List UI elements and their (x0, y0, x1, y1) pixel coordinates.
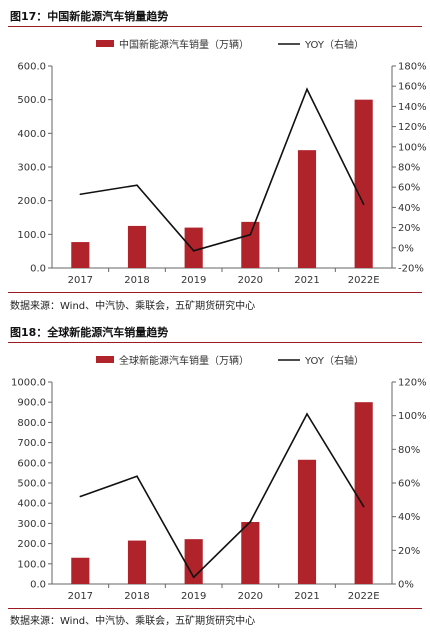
figure-china-nev-sales: 图17：中国新能源汽车销量趋势 中国新能源汽车销量（万辆） YOY（右轴） 0.0 1… (0, 0, 430, 316)
left-tick-label: 200.0 (17, 196, 46, 207)
right-tick-label: 140% (398, 102, 427, 113)
x-tick-label: 2021 (294, 275, 319, 286)
left-tick-label: 100.0 (17, 559, 46, 570)
source-note: 数据来源：Wind、中汽协、乘联会，五矿期货研究中心 (10, 616, 256, 627)
left-tick-label: 600.0 (17, 62, 46, 73)
left-tick-label: 0.0 (30, 264, 46, 275)
x-tick-label: 2022E (348, 591, 380, 602)
yoy-point (79, 193, 82, 196)
yoy-point (192, 250, 195, 252)
yoy-point (249, 520, 252, 523)
bottom-rule (8, 292, 422, 293)
bar (241, 221, 260, 268)
bar (297, 150, 317, 268)
right-tick-label: 60% (398, 479, 420, 490)
yoy-point (79, 495, 82, 498)
figure-title: 图17：中国新能源汽车销量趋势 (10, 10, 169, 23)
yoy-point (136, 184, 138, 186)
right-tick-label: 120% (398, 378, 427, 389)
figure-title: 图18：全球新能源汽车销量趋势 (10, 326, 169, 339)
bottom-rule (8, 608, 422, 609)
right-tick-label: 120% (398, 122, 427, 133)
x-tick-label: 2020 (238, 275, 263, 286)
right-tick-label: 160% (398, 82, 427, 93)
bar (71, 557, 90, 584)
right-tick-label: 60% (398, 183, 420, 194)
x-tick-label: 2018 (124, 275, 149, 286)
x-tick-label: 2017 (68, 275, 93, 286)
left-tick-label: 900.0 (17, 398, 46, 409)
yoy-point (362, 505, 365, 508)
yoy-line (80, 87, 365, 252)
yoy-point (136, 475, 138, 478)
left-tick-label: 400.0 (17, 129, 46, 140)
left-tick-label: 700.0 (17, 438, 46, 449)
title-rule (8, 26, 422, 27)
bar (354, 402, 373, 584)
legend: 全球新能源汽车销量（万辆） YOY（右轴） (96, 354, 364, 367)
right-tick-label: 40% (398, 203, 420, 214)
legend-line-label: YOY（右轴） (304, 354, 364, 367)
title-rule (8, 342, 422, 343)
left-tick-label: 800.0 (17, 418, 46, 429)
x-tick-label: 2018 (124, 591, 149, 602)
yoy-point (249, 233, 252, 236)
yoy-point (192, 576, 195, 579)
source-note: 数据来源：Wind、中汽协、乘联会，五矿期货研究中心 (10, 301, 256, 312)
x-tick-label: 2019 (181, 275, 206, 286)
bar (354, 99, 373, 269)
chart-china-nev-sales: 中国新能源汽车销量（万辆） YOY（右轴） 0.0 100.0 200.0 300.0 40… (17, 38, 427, 286)
right-tick-label: 100% (398, 142, 427, 153)
legend-bar-swatch (96, 356, 114, 363)
legend-bar-label: 中国新能源汽车销量（万辆） (119, 38, 249, 51)
figure-global-nev-sales: 图18：全球新能源汽车销量趋势 全球新能源汽车销量（万辆） YOY（右轴） 0.0 1… (0, 316, 430, 633)
yoy-point (362, 203, 365, 206)
left-tick-label: 100.0 (17, 230, 46, 241)
left-tick-label: 0.0 (30, 580, 46, 591)
right-tick-label: 40% (398, 512, 420, 523)
chart-global-nev-sales: 全球新能源汽车销量（万辆） YOY（右轴） 0.0 100.0 200.0 300.0 40… (11, 354, 427, 602)
x-tick-label: 2019 (181, 591, 206, 602)
right-tick-label: 0% (398, 243, 414, 254)
x-tick-label: 2020 (238, 591, 263, 602)
yoy-point (306, 413, 308, 415)
bar (241, 521, 260, 584)
left-tick-label: 500.0 (17, 479, 46, 490)
bar (297, 459, 317, 584)
legend-bar-label: 全球新能源汽车销量（万辆） (119, 354, 249, 367)
right-tick-label: -20% (398, 264, 424, 275)
bar (71, 242, 90, 268)
yoy-point (306, 88, 308, 91)
bar (127, 540, 147, 584)
legend: 中国新能源汽车销量（万辆） YOY（右轴） (96, 38, 364, 51)
left-tick-label: 600.0 (17, 458, 46, 469)
x-tick-label: 2017 (68, 591, 93, 602)
left-tick-label: 300.0 (17, 163, 46, 174)
left-tick-label: 300.0 (17, 519, 46, 530)
right-tick-label: 20% (398, 546, 420, 557)
right-tick-label: 80% (398, 445, 420, 456)
left-tick-label: 1000.0 (11, 378, 46, 389)
bar (127, 225, 147, 268)
right-tick-label: 100% (398, 411, 427, 422)
right-tick-label: 0% (398, 580, 414, 591)
yoy-line (80, 412, 365, 579)
legend-bar-swatch (96, 40, 114, 47)
bar (184, 227, 203, 268)
left-tick-label: 500.0 (17, 95, 46, 106)
x-tick-label: 2022E (348, 275, 380, 286)
legend-line-label: YOY（右轴） (304, 38, 364, 51)
right-tick-label: 80% (398, 163, 420, 174)
x-tick-label: 2021 (294, 591, 319, 602)
left-tick-label: 200.0 (17, 539, 46, 550)
right-tick-label: 20% (398, 223, 420, 234)
left-tick-label: 400.0 (17, 499, 46, 510)
right-tick-label: 180% (398, 62, 427, 73)
